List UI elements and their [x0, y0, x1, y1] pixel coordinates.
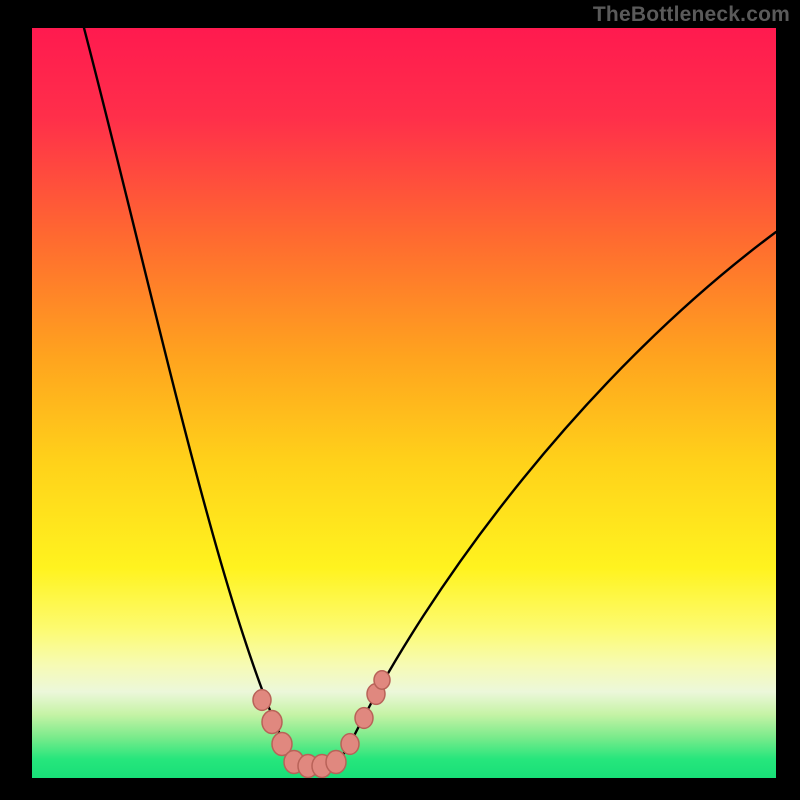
chart-stage: TheBottleneck.com	[0, 0, 800, 800]
watermark-text: TheBottleneck.com	[593, 3, 790, 27]
data-marker	[341, 734, 359, 755]
data-marker	[374, 671, 390, 689]
bottleneck-chart	[0, 0, 800, 800]
data-marker	[355, 708, 373, 729]
data-marker	[253, 690, 271, 711]
data-marker	[326, 751, 346, 774]
plot-gradient-background	[32, 28, 776, 778]
data-marker	[262, 711, 282, 734]
